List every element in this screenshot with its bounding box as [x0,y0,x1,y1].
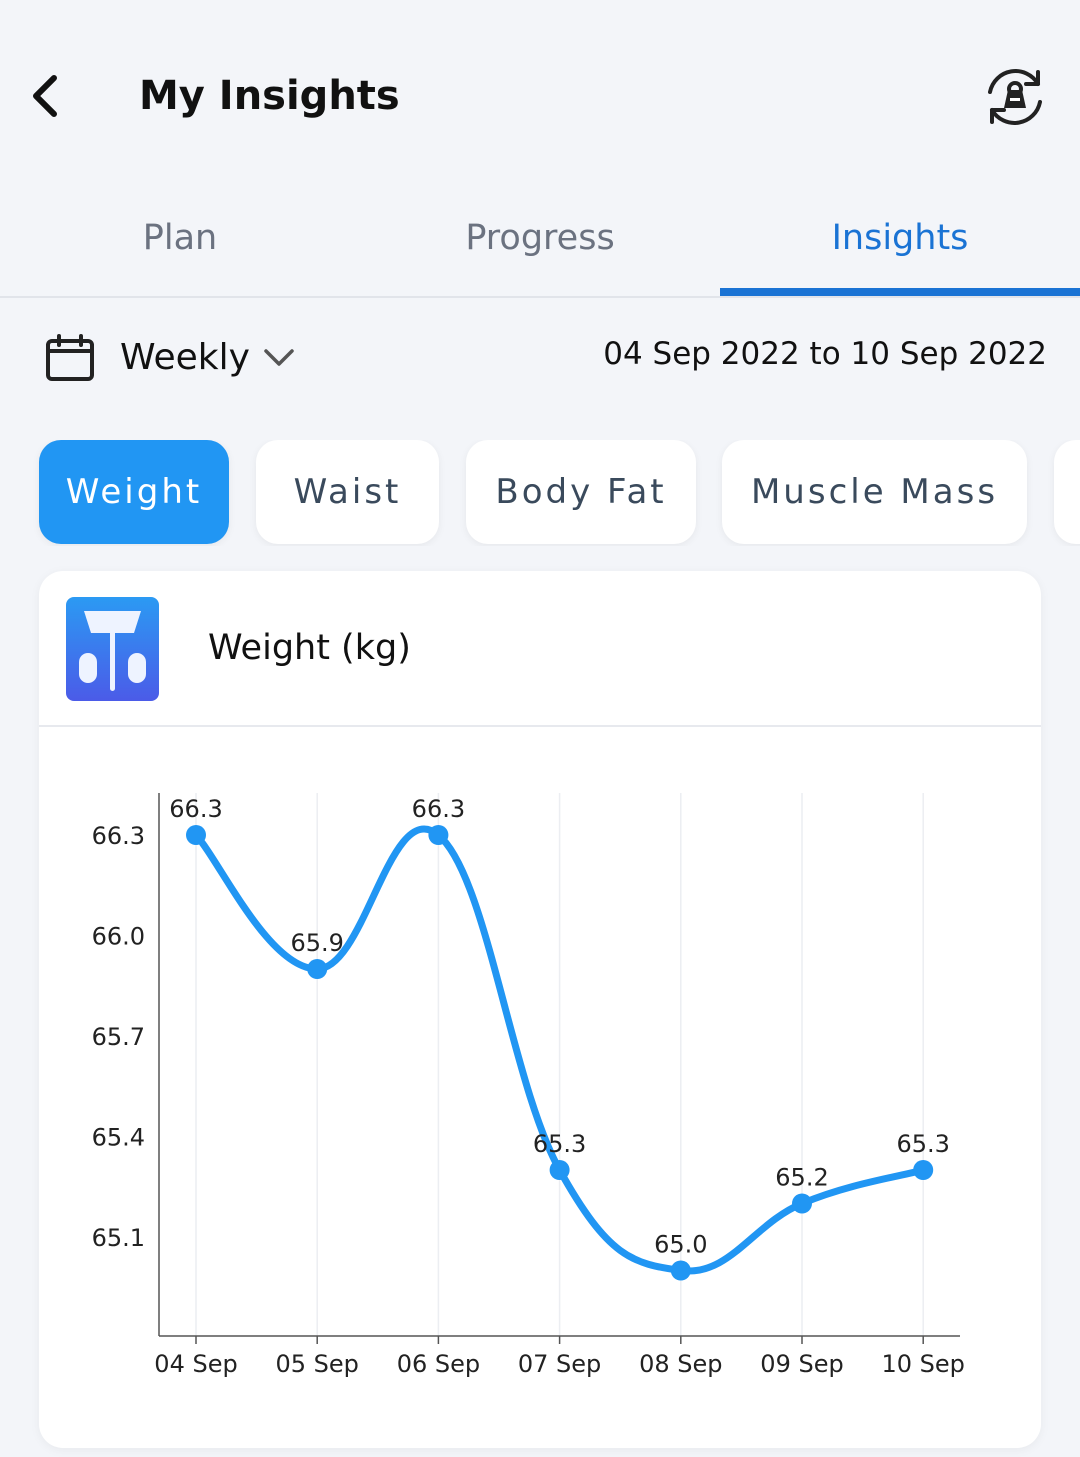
metric-chip-row: Weight Waist Body Fat Muscle Mass [0,440,1080,546]
active-tab-indicator [720,288,1080,296]
x-tick-label: 05 Sep [275,1350,358,1378]
period-filter-bar: Weekly 04 Sep 2022 to 10 Sep 2022 [0,315,1080,405]
tab-insights[interactable]: Insights [831,218,969,258]
card-title: Weight (kg) [208,628,411,668]
scale-sync-icon [988,69,1042,125]
scale-sync-button[interactable] [980,62,1050,132]
tab-plan[interactable]: Plan [142,218,218,258]
weighing-scale-icon [66,597,159,701]
x-tick-label: 08 Sep [639,1350,722,1378]
weight-chart-card: Weight (kg) 66.3 66.0 65.7 65.4 65.1 04 Sep 05… [39,571,1041,1448]
y-tick-label: 66.0 [92,923,145,951]
data-label: 66.3 [412,795,465,823]
y-tick-label: 65.7 [92,1023,145,1051]
y-tick-label: 65.4 [92,1124,145,1152]
chip-muscle-mass[interactable]: Muscle Mass [722,440,1027,544]
card-header: Weight (kg) [39,571,1041,727]
data-point [428,825,449,845]
chip-waist[interactable]: Waist [256,440,439,544]
tab-bar: Plan Progress Insights [0,190,1080,298]
calendar-icon[interactable] [45,333,95,383]
x-tick-label: 09 Sep [760,1350,843,1378]
top-app-bar: My Insights [0,0,1080,190]
data-point [670,1260,691,1281]
x-tick-label: 07 Sep [518,1350,601,1378]
chevron-down-icon[interactable] [262,343,296,373]
data-point [913,1160,934,1180]
weight-line-chart: 66.3 66.0 65.7 65.4 65.1 04 Sep 05 Sep 06 Sep 07… [92,793,965,1378]
data-label: 65.0 [654,1231,707,1259]
chip-next-partial[interactable] [1054,440,1080,544]
date-range-label: 04 Sep 2022 to 10 Sep 2022 [603,336,1047,372]
x-tick-label: 04 Sep [154,1350,237,1378]
data-label: 65.9 [290,929,343,957]
data-label: 65.3 [533,1130,586,1158]
data-point [186,825,206,845]
back-button[interactable] [22,70,66,122]
data-point [549,1160,570,1180]
page-title: My Insights [139,73,400,119]
x-tick-label: 10 Sep [881,1350,964,1378]
period-select[interactable]: Weekly [120,337,250,378]
chip-body-fat[interactable]: Body Fat [466,440,696,544]
data-label: 66.3 [169,795,222,823]
y-tick-label: 65.1 [92,1224,145,1252]
data-point [792,1193,812,1214]
y-tick-label: 66.3 [92,822,145,850]
data-point [307,959,328,979]
chevron-left-icon [33,75,57,117]
data-label: 65.2 [775,1164,828,1192]
chip-weight[interactable]: Weight [39,440,229,544]
x-tick-label: 06 Sep [397,1350,480,1378]
tab-progress[interactable]: Progress [465,218,615,258]
data-label: 65.3 [896,1130,949,1158]
